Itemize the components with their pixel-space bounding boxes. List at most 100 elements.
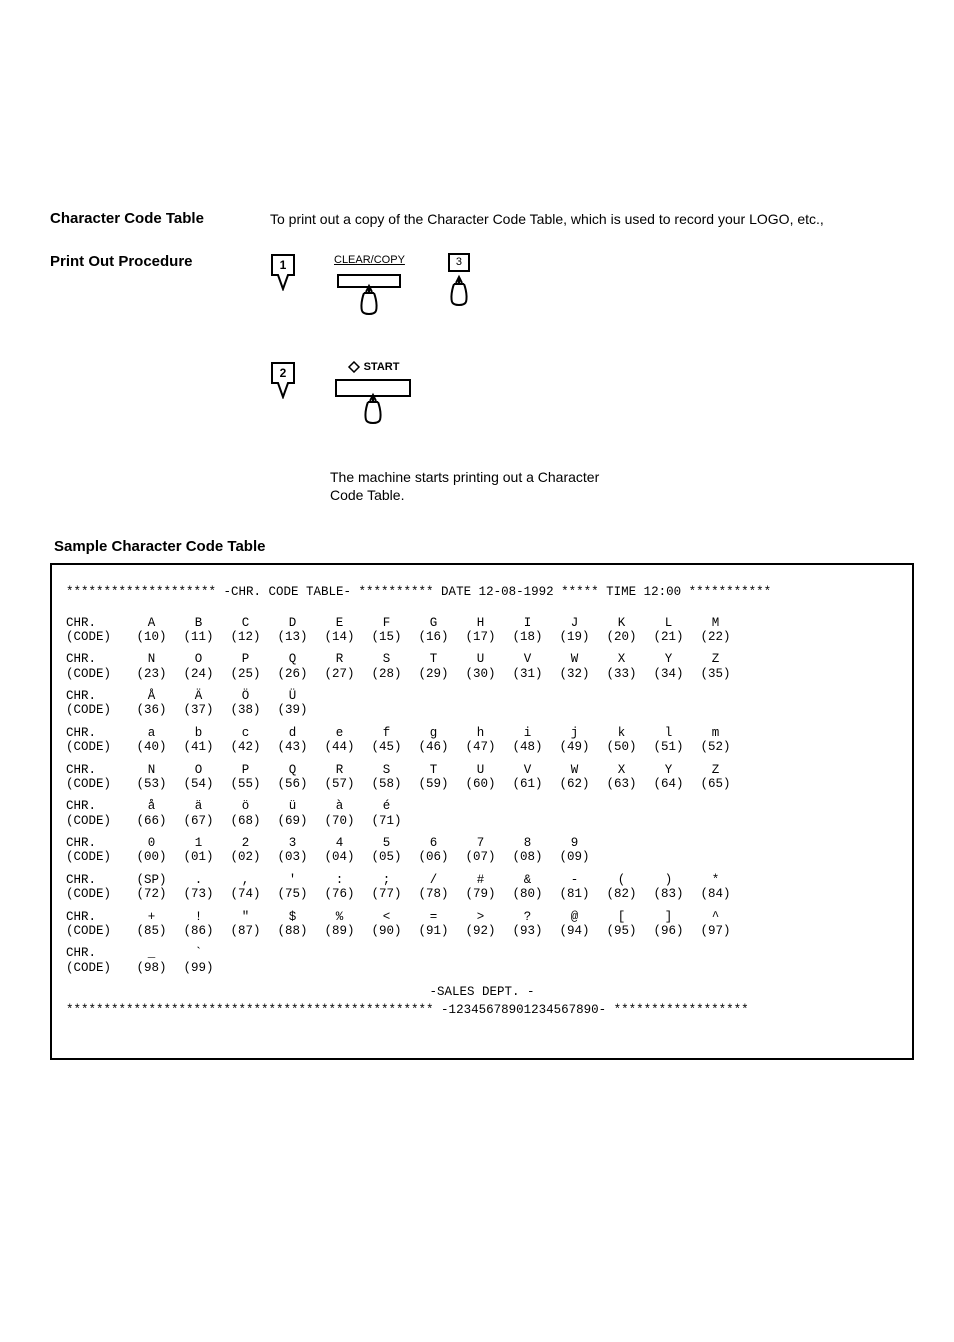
code-cell: (14) — [316, 630, 363, 644]
chr-cell: J — [551, 616, 598, 630]
heading-char-table: Character Code Table — [50, 210, 250, 229]
three-key-label: 3 — [448, 253, 470, 272]
chr-cell: c — [222, 726, 269, 740]
chr-cell: Z — [692, 763, 739, 777]
printout-rows: CHR.ABCDEFGHIJKLM(CODE)(10)(11)(12)(13)(… — [66, 616, 898, 976]
chr-cell: ! — [175, 910, 222, 924]
start-key: START — [334, 361, 412, 426]
code-cell: (56) — [269, 777, 316, 791]
chr-cell: + — [128, 910, 175, 924]
code-cell: (39) — [269, 703, 316, 717]
chr-cell: G — [410, 616, 457, 630]
code-cell: (77) — [363, 887, 410, 901]
code-cell: (80) — [504, 887, 551, 901]
step-marker-1-icon: 1 — [270, 253, 298, 291]
chr-cell: $ — [269, 910, 316, 924]
code-cell: (29) — [410, 667, 457, 681]
code-cell: (32) — [551, 667, 598, 681]
code-cell: (51) — [645, 740, 692, 754]
code-cell: (60) — [457, 777, 504, 791]
chr-cell: ä — [175, 799, 222, 813]
code-cell: (57) — [316, 777, 363, 791]
chr-cell: Ü — [269, 689, 316, 703]
clear-copy-key: CLEAR/COPY — [334, 253, 405, 317]
row-label-code: (CODE) — [66, 740, 128, 754]
procedure-step-1: 1 CLEAR/COPY 3 — [270, 253, 914, 317]
code-cell: (05) — [363, 850, 410, 864]
chr-cell: 2 — [222, 836, 269, 850]
page: Character Code Table To print out a copy… — [0, 0, 954, 1100]
chr-cell: b — [175, 726, 222, 740]
chr-cell: & — [504, 873, 551, 887]
code-cell: (82) — [598, 887, 645, 901]
result-caption: The machine starts printing out a Charac… — [330, 468, 630, 504]
chr-cell: 7 — [457, 836, 504, 850]
printout-header: ******************** -CHR. CODE TABLE- *… — [66, 585, 898, 599]
code-cell: (84) — [692, 887, 739, 901]
row-label-chr: CHR. — [66, 946, 128, 960]
svg-text:1: 1 — [280, 258, 287, 272]
code-cell: (69) — [269, 814, 316, 828]
chr-cell: T — [410, 652, 457, 666]
code-cell: (65) — [692, 777, 739, 791]
row-label-chr: CHR. — [66, 763, 128, 777]
chr-cell: W — [551, 763, 598, 777]
row-label-chr: CHR. — [66, 689, 128, 703]
code-cell: (89) — [316, 924, 363, 938]
press-icon — [336, 273, 402, 317]
chr-cell: L — [645, 616, 692, 630]
chr-cell: ] — [645, 910, 692, 924]
code-cell: (93) — [504, 924, 551, 938]
code-cell: (88) — [269, 924, 316, 938]
code-cell: (98) — [128, 961, 175, 975]
svg-text:2: 2 — [280, 366, 287, 380]
code-cell: (20) — [598, 630, 645, 644]
chr-cell: U — [457, 763, 504, 777]
chr-cell: K — [598, 616, 645, 630]
table-row: CHR.+!"$%<=>?@[]^(CODE)(85)(86)(87)(88)(… — [66, 910, 898, 939]
code-cell: (04) — [316, 850, 363, 864]
row-label-code: (CODE) — [66, 850, 128, 864]
printout-box: ******************** -CHR. CODE TABLE- *… — [50, 563, 914, 1060]
intro-text: To print out a copy of the Character Cod… — [270, 210, 914, 229]
step-marker-2-icon: 2 — [270, 361, 298, 399]
code-cell: (71) — [363, 814, 410, 828]
chr-cell: P — [222, 763, 269, 777]
row-label-chr: CHR. — [66, 799, 128, 813]
code-cell: (37) — [175, 703, 222, 717]
chr-cell: E — [316, 616, 363, 630]
code-cell: (23) — [128, 667, 175, 681]
code-cell: (33) — [598, 667, 645, 681]
code-cell: (97) — [692, 924, 739, 938]
row-label-chr: CHR. — [66, 726, 128, 740]
chr-cell: m — [692, 726, 739, 740]
code-cell: (61) — [504, 777, 551, 791]
chr-cell: , — [222, 873, 269, 887]
code-cell: (31) — [504, 667, 551, 681]
chr-cell: f — [363, 726, 410, 740]
chr-cell: T — [410, 763, 457, 777]
table-row: CHR.ÅÄÖÜ(CODE)(36)(37)(38)(39) — [66, 689, 898, 718]
chr-cell: é — [363, 799, 410, 813]
code-cell: (92) — [457, 924, 504, 938]
chr-cell: V — [504, 763, 551, 777]
press-icon — [334, 378, 412, 426]
code-cell: (25) — [222, 667, 269, 681]
chr-cell: 9 — [551, 836, 598, 850]
chr-cell: 5 — [363, 836, 410, 850]
chr-cell: Ö — [222, 689, 269, 703]
chr-cell: / — [410, 873, 457, 887]
code-cell: (01) — [175, 850, 222, 864]
chr-cell: à — [316, 799, 363, 813]
code-cell: (76) — [316, 887, 363, 901]
code-cell: (91) — [410, 924, 457, 938]
chr-cell: R — [316, 652, 363, 666]
code-cell: (38) — [222, 703, 269, 717]
table-row: CHR.NOPQRSTUVWXYZ(CODE)(23)(24)(25)(26)(… — [66, 652, 898, 681]
code-cell: (22) — [692, 630, 739, 644]
code-cell: (55) — [222, 777, 269, 791]
code-cell: (99) — [175, 961, 222, 975]
chr-cell: ü — [269, 799, 316, 813]
chr-cell: O — [175, 763, 222, 777]
code-cell: (00) — [128, 850, 175, 864]
